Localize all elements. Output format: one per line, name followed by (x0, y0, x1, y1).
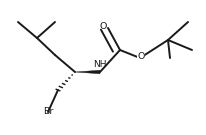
Text: O: O (137, 52, 145, 61)
Polygon shape (75, 70, 100, 74)
Text: O: O (99, 22, 107, 31)
Text: Br: Br (43, 107, 53, 117)
Text: NH: NH (93, 60, 107, 69)
